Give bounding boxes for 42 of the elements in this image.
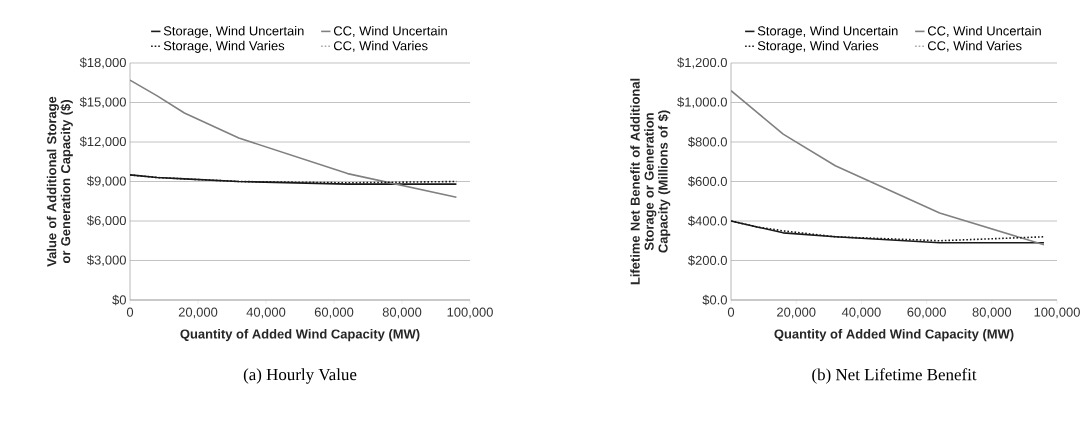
x-axis-title: Quantity of Added Wind Capacity (MW) <box>180 329 420 342</box>
legend-label: Storage, Wind Varies <box>757 40 879 53</box>
x-tick-label: 60,000 <box>314 307 354 319</box>
x-tick-label: 20,000 <box>178 307 218 319</box>
y-tick-label: $0.0 <box>702 294 727 306</box>
y-tick-label: $18,000 <box>79 57 126 69</box>
y-tick-label: $9,000 <box>87 175 126 188</box>
x-tick-label: 80,000 <box>382 307 422 319</box>
text: (a) Hourly Value <box>243 368 357 384</box>
legend-label: CC, Wind Uncertain <box>333 25 447 37</box>
text: (b) Net Lifetime Benefit <box>812 368 977 384</box>
x-tick-label: 20,000 <box>777 307 816 319</box>
x-tick-label: 40,000 <box>246 307 286 319</box>
legend-label: Storage, Wind Uncertain <box>757 25 898 39</box>
y-axis-title: Value of Additional Storage or Generation Capacity ($) <box>46 96 73 267</box>
x-tick-label: 0 <box>126 307 134 317</box>
line-series <box>130 79 458 199</box>
y-tick-label: $3,000 <box>87 254 126 267</box>
x-tick-label: 80,000 <box>972 307 1012 319</box>
line-series <box>731 89 1045 246</box>
x-tick-label: 100,000 <box>1034 307 1080 319</box>
x-tick-label: 60,000 <box>907 307 946 319</box>
x-axis-title: Quantity of Added Wind Capacity (MW) <box>774 329 1014 342</box>
legend-label: Storage, Wind Varies <box>163 40 285 53</box>
y-tick-label: $800.0 <box>688 136 727 148</box>
legend-label: CC, Wind Varies <box>333 40 428 52</box>
x-tick-label: 40,000 <box>841 307 881 319</box>
y-axis-title: Lifetime Net Benefit of Additional Storage or Generation Capacity (Millions of $) <box>630 78 671 285</box>
legend-label: CC, Wind Varies <box>927 40 1022 52</box>
y-tick-label: $400.0 <box>688 215 727 227</box>
legend-label: CC, Wind Uncertain <box>927 25 1041 37</box>
y-tick-label: $1,200.0 <box>677 57 727 69</box>
y-tick-label: $600.0 <box>688 176 727 187</box>
legend-label: Storage, Wind Uncertain <box>163 25 304 39</box>
x-tick-label: 100,000 <box>447 307 493 319</box>
x-tick-label: 0 <box>727 307 735 317</box>
y-tick-label: $15,000 <box>79 96 126 109</box>
y-tick-label: $6,000 <box>87 215 126 227</box>
y-tick-label: $1,000.0 <box>677 96 727 109</box>
y-tick-label: $12,000 <box>79 136 126 148</box>
y-tick-label: $0 <box>112 294 126 306</box>
y-tick-label: $200.0 <box>688 255 727 266</box>
